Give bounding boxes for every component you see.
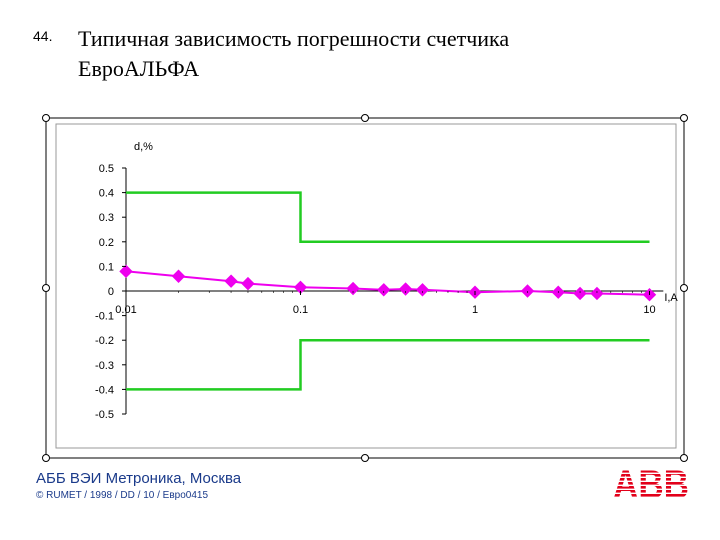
y-tick-label: -0.5	[95, 409, 114, 421]
data-point-marker	[119, 264, 133, 279]
x-tick-label: 0.1	[293, 304, 308, 316]
y-tick-label: 0.5	[99, 163, 114, 175]
x-tick-label: 10	[643, 304, 655, 316]
limit-line-lower	[126, 338, 650, 391]
abb-logo: ABB	[613, 466, 689, 502]
y-tick-label: 0.1	[99, 261, 114, 273]
y-tick-label: -0.1	[95, 311, 114, 323]
slide-title-line1: Типичная зависимость погрешности счетчик…	[78, 26, 510, 51]
selection-handle-1	[361, 114, 369, 122]
data-point-marker	[590, 286, 604, 301]
data-point-marker	[573, 286, 587, 301]
selection-handle-5	[42, 454, 50, 462]
limit-line-upper	[126, 191, 650, 244]
data-point-marker	[171, 269, 186, 283]
selection-handle-7	[680, 454, 688, 462]
y-tick-label: -0.2	[95, 335, 114, 347]
data-point-marker	[224, 274, 238, 288]
data-point-marker	[241, 276, 255, 291]
data-point-marker	[377, 283, 391, 297]
slide-number: 44.	[33, 28, 53, 44]
plot-area-border	[55, 123, 677, 449]
selection-handle-6	[361, 454, 369, 462]
x-axis-label: I,A	[664, 292, 678, 304]
x-tick-label: 0.01	[115, 304, 136, 316]
y-tick-label: 0.2	[99, 237, 114, 249]
abb-logo-text: ABB	[613, 466, 689, 502]
selection-handle-3	[42, 284, 50, 292]
chart-frame	[45, 117, 685, 459]
selection-handle-0	[42, 114, 50, 122]
data-point-marker	[415, 283, 430, 297]
footer-company: АББ ВЭИ Метроника, Москва	[36, 470, 242, 487]
footer-copyright: © RUMET / 1998 / DD / 10 / Евро0415	[36, 490, 209, 501]
selection-handle-4	[680, 284, 688, 292]
y-tick-label: 0.3	[99, 212, 114, 224]
slide-title-line2: ЕвроАЛЬФА	[78, 56, 200, 81]
selection-handle-2	[680, 114, 688, 122]
y-tick-label: 0.4	[99, 188, 114, 200]
y-tick-label: -0.3	[95, 360, 114, 372]
y-axis-label: d,%	[134, 141, 153, 153]
data-point-marker	[398, 282, 413, 296]
x-tick-label: 1	[472, 304, 478, 316]
y-tick-label: -0.4	[95, 384, 114, 396]
data-point-marker	[346, 281, 360, 296]
slide-title: Типичная зависимость погрешности счетчик…	[78, 24, 698, 84]
y-tick-label: 0	[108, 286, 114, 298]
